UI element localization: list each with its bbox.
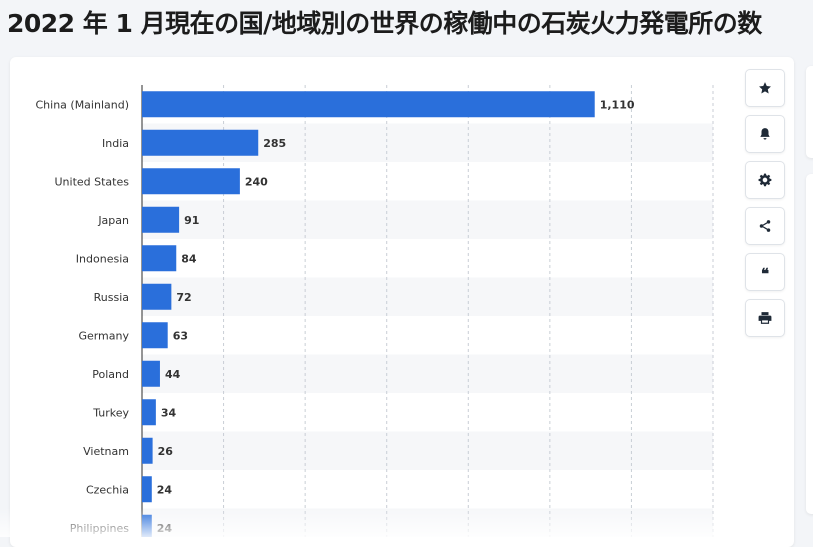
category-label: Poland	[92, 368, 129, 381]
row-band	[142, 354, 713, 393]
value-label: 285	[263, 137, 286, 150]
page-title: 2022 年 1 月現在の国/地域別の世界の稼働中の石炭火力発電所の数	[7, 9, 762, 38]
bar	[142, 91, 595, 118]
settings-button[interactable]	[745, 161, 785, 199]
value-label: 84	[181, 252, 197, 265]
value-label: 1,110	[600, 98, 635, 111]
value-label: 26	[158, 445, 174, 458]
category-label: United States	[55, 175, 130, 188]
star-icon	[758, 81, 772, 95]
print-icon	[758, 311, 772, 325]
bar	[142, 283, 172, 310]
value-label: 91	[184, 214, 199, 227]
print-button[interactable]	[745, 299, 785, 337]
bar	[142, 129, 259, 156]
category-label: Vietnam	[83, 445, 129, 458]
bar	[142, 206, 180, 233]
row-band	[142, 200, 713, 239]
value-label: 24	[157, 483, 173, 496]
value-label: 240	[245, 175, 268, 188]
value-label: 34	[161, 406, 177, 419]
category-label: Indonesia	[76, 252, 129, 265]
bar	[142, 322, 168, 349]
category-label: Russia	[94, 291, 129, 304]
gear-icon	[758, 173, 772, 187]
bar	[142, 360, 160, 387]
bar	[142, 437, 153, 464]
bar	[142, 476, 152, 503]
value-label: 24	[157, 522, 173, 535]
category-label: Japan	[97, 214, 129, 227]
bar	[142, 514, 152, 537]
category-label: Czechia	[86, 483, 129, 496]
side-panel-top	[806, 66, 813, 158]
bell-button[interactable]	[745, 115, 785, 153]
category-label: Turkey	[92, 406, 129, 419]
quote-icon: ❝	[760, 264, 770, 283]
share-icon	[758, 219, 772, 233]
bell-icon	[758, 127, 772, 141]
share-button[interactable]	[745, 207, 785, 245]
bar	[142, 168, 240, 195]
bar	[142, 399, 156, 426]
row-band	[142, 508, 713, 537]
row-band	[142, 431, 713, 470]
category-label: India	[102, 137, 129, 150]
bar	[142, 245, 177, 272]
side-panel-bottom	[806, 174, 813, 514]
value-label: 72	[176, 291, 191, 304]
value-label: 44	[165, 368, 181, 381]
category-label: Philippines	[70, 522, 130, 535]
star-button[interactable]	[745, 69, 785, 107]
row-band	[142, 277, 713, 316]
value-label: 63	[173, 329, 188, 342]
quote-button[interactable]: ❝	[745, 253, 785, 291]
category-label: Germany	[78, 329, 129, 342]
category-label: China (Mainland)	[35, 98, 129, 111]
